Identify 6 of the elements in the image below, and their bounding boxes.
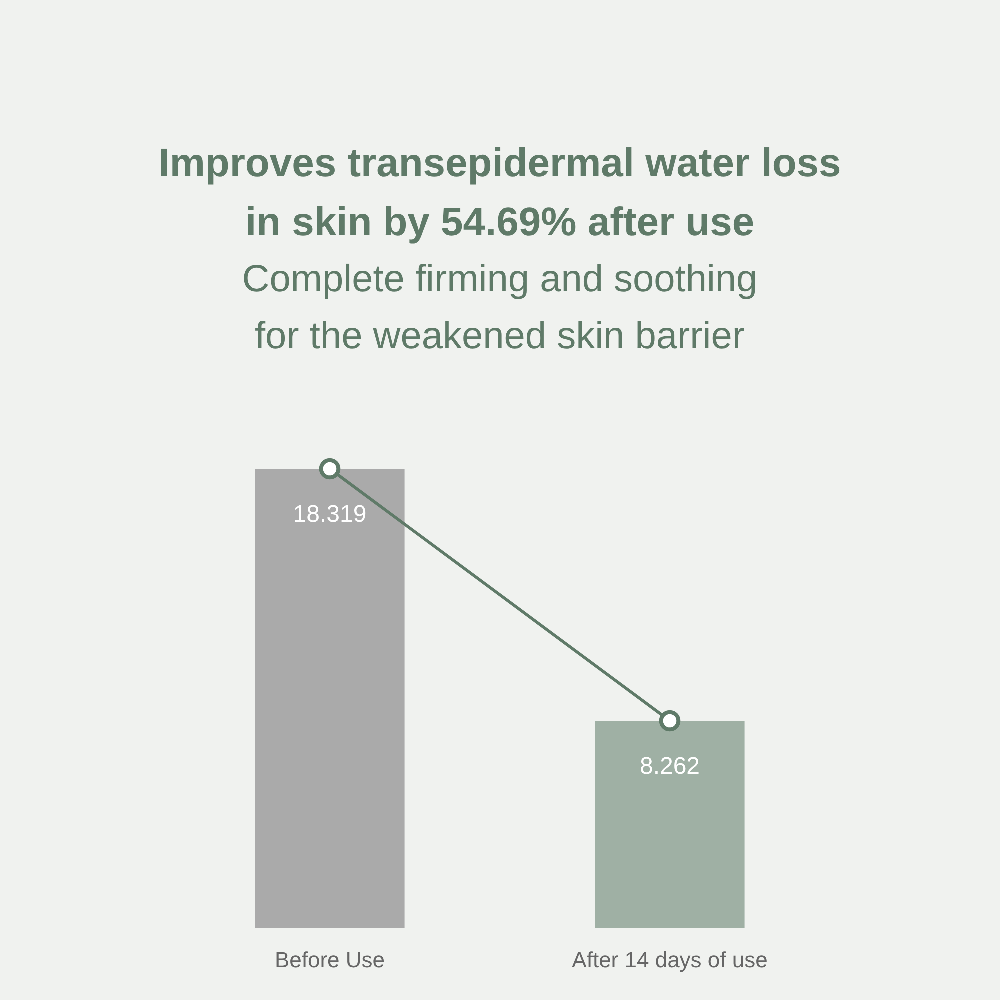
- chart-title: Improves transepidermal water loss in skin by 54.69% after use: [158, 141, 842, 244]
- chart-subtitle: Complete firming and soothing for the weakened skin barrier: [242, 258, 758, 358]
- data-label: 18.319: [293, 501, 367, 528]
- x-tick-label: After 14 days of use: [572, 948, 768, 972]
- x-tick-label: Before Use: [274, 948, 386, 972]
- data-label: 8.262: [640, 752, 700, 780]
